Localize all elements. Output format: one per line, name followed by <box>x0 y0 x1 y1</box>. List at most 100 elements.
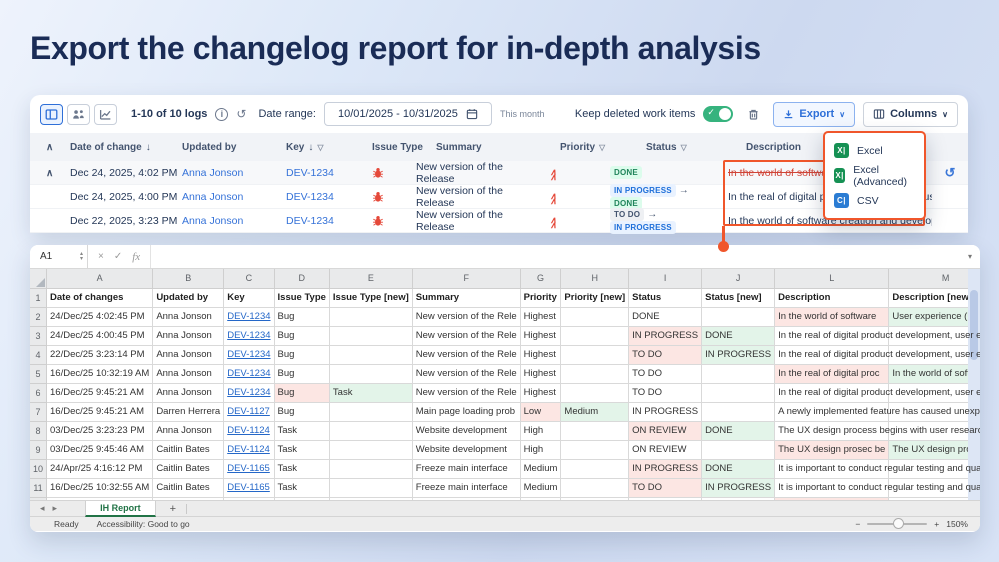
sheet-cell[interactable] <box>560 497 630 500</box>
row-header-1[interactable]: 1 <box>30 288 48 308</box>
updated-by-link[interactable]: Anna Jonson <box>182 190 244 203</box>
changelog-row[interactable]: ∧ Dec 24, 2025, 4:02 PM Anna Jonson DEV-123… <box>30 161 968 185</box>
sheet-cell[interactable]: Bug <box>274 383 330 403</box>
sheet-cell[interactable]: Description <box>774 288 890 308</box>
sheet-cell[interactable] <box>329 307 413 327</box>
sheet-cell[interactable]: High <box>520 421 562 441</box>
sheet-cell[interactable] <box>888 421 980 441</box>
filter-icon[interactable]: ▽ <box>599 142 606 152</box>
sheet-cell[interactable]: High <box>520 440 562 460</box>
sheet-cell[interactable]: DEV-1234 <box>223 364 275 384</box>
sheet-cell[interactable]: New version of the Rele <box>412 383 521 403</box>
sheet-cell[interactable]: 16/Dec/25 9:45:21 AM <box>46 383 154 403</box>
select-all-corner[interactable] <box>30 269 48 289</box>
sheet-cell[interactable] <box>888 478 980 498</box>
sort-icon[interactable]: ↓ <box>308 141 314 153</box>
sheet-cell[interactable]: Issue Type <box>274 288 330 308</box>
people-view-button[interactable] <box>67 103 90 125</box>
sheet-cell[interactable] <box>701 383 776 403</box>
column-header-H[interactable]: H <box>560 269 630 289</box>
sheet-cell[interactable]: Issue Type [new] <box>329 288 413 308</box>
sheet-cell[interactable]: Task <box>274 459 330 479</box>
row-header-11[interactable]: 11 <box>30 478 48 498</box>
chart-view-button[interactable] <box>94 103 117 125</box>
sheet-cell[interactable] <box>701 307 776 327</box>
sheet-cell[interactable] <box>560 307 630 327</box>
sheet-cell[interactable] <box>329 497 413 500</box>
row-header-9[interactable]: 9 <box>30 440 48 460</box>
sheet-cell[interactable]: Caitlin Bates <box>152 478 225 498</box>
sheet-cell[interactable]: Bug <box>274 364 330 384</box>
sheet-cell[interactable]: DONE <box>701 421 776 441</box>
sheet-cell[interactable]: DEV-1165 <box>223 459 275 479</box>
sheet-cell[interactable]: New version of the Rele <box>412 345 521 365</box>
sheet-cell[interactable]: ON REVIEW <box>628 421 703 441</box>
sheet-cell[interactable]: Highest <box>520 345 562 365</box>
changelog-row[interactable]: Dec 24, 2025, 4:00 PM Anna Jonson DEV-1234… <box>30 183 968 210</box>
sheet-cell[interactable] <box>888 345 980 365</box>
sheet-cell[interactable]: DEV-1127 <box>223 402 275 422</box>
sheet-cell[interactable]: In the real of digital proc <box>774 364 890 384</box>
sheet-cell[interactable]: The UX design process begins with user r… <box>774 421 980 441</box>
sheet-cell[interactable]: Website development <box>412 440 521 460</box>
sheet-cell[interactable]: It is important to conduct regular testi… <box>774 478 980 498</box>
sheet-cell[interactable]: Key <box>223 288 275 308</box>
sheet-cell[interactable]: 16/Dec/25 10:32:55 AM <box>46 478 154 498</box>
sheet-cell[interactable]: Bug <box>274 402 330 422</box>
sheet-cell[interactable]: Updated by <box>152 288 225 308</box>
sheet-cell[interactable]: 03/Dec/25 9:45:46 AM <box>46 440 154 460</box>
sheet-cell[interactable]: Anna Jonson <box>152 307 225 327</box>
sheet-cell[interactable]: Anna Jonson <box>152 345 225 365</box>
keep-deleted-toggle[interactable]: ✓ <box>703 106 734 122</box>
row-header-3[interactable]: 3 <box>30 326 48 346</box>
sheet-cell[interactable] <box>329 478 413 498</box>
sheet-cell[interactable] <box>888 459 980 479</box>
updated-by-link[interactable]: Anna Jonson <box>182 166 244 179</box>
sheet-cell[interactable]: 24/Dec/25 4:02:45 PM <box>46 307 154 327</box>
sheet-cell[interactable] <box>560 326 630 346</box>
sheet-cell[interactable]: Anna Jonson <box>152 364 225 384</box>
export-button[interactable]: Export ∨ <box>773 101 856 127</box>
column-header-D[interactable]: D <box>274 269 330 289</box>
row-header-2[interactable]: 2 <box>30 307 48 327</box>
sheet-cell[interactable] <box>701 402 776 422</box>
sheet-cell[interactable]: New version of the Rele <box>412 307 521 327</box>
row-header-8[interactable]: 8 <box>30 421 48 441</box>
sheet-cell[interactable]: Date of changes <box>46 288 154 308</box>
info-icon[interactable]: i <box>215 107 229 121</box>
sheet-cell[interactable]: DEV-1124 <box>223 421 275 441</box>
filter-icon[interactable]: ▽ <box>680 142 687 152</box>
work-item-key-link[interactable]: DEV-1234 <box>286 166 334 179</box>
sheet-cell[interactable]: IN PROGRESS <box>701 478 776 498</box>
sheet-cell[interactable]: User experience (UX) de <box>888 307 980 327</box>
sheet-cell[interactable]: In the real of digital product developme… <box>774 383 980 403</box>
sheet-cell[interactable]: The UX design prosec be <box>774 440 890 460</box>
table-view-button[interactable] <box>40 103 63 125</box>
sheet-cell[interactable]: DEV-1234 <box>223 383 275 403</box>
formula-bar-expand-icon[interactable]: ▾ <box>967 252 972 261</box>
sheet-cell[interactable]: New version of the Rele <box>412 326 521 346</box>
column-header-L[interactable]: L <box>774 269 890 289</box>
vertical-scrollbar[interactable] <box>968 269 980 500</box>
sheet-cell[interactable]: Medium <box>560 402 630 422</box>
date-range-input[interactable]: 10/01/2025 - 10/31/2025 <box>323 102 492 126</box>
row-header-7[interactable]: 7 <box>30 402 48 422</box>
sheet-cell[interactable]: Priority <box>520 288 562 308</box>
sheet-cell[interactable] <box>560 459 630 479</box>
sheet-cell[interactable] <box>560 421 630 441</box>
sheet-cell[interactable]: In the real of digital product developme… <box>774 326 980 346</box>
sheet-cell[interactable]: IN PROGRESS <box>628 326 703 346</box>
sheet-cell[interactable] <box>329 345 413 365</box>
add-sheet-button[interactable]: + <box>169 502 176 515</box>
sheet-cell[interactable]: DEV-1165 <box>223 478 275 498</box>
sheet-cell[interactable]: IN PROGRESS <box>628 402 703 422</box>
sheet-cell[interactable] <box>560 440 630 460</box>
row-header-10[interactable]: 10 <box>30 459 48 479</box>
column-header-A[interactable]: A <box>46 269 154 289</box>
sheet-cell[interactable]: Freeze main interface <box>412 459 521 479</box>
column-header-C[interactable]: C <box>223 269 275 289</box>
tab-scroll-right-icon[interactable]: ▸ <box>52 503 58 513</box>
sheet-cell[interactable] <box>888 326 980 346</box>
sheet-cell[interactable]: DEV-1124 <box>223 440 275 460</box>
sheet-cell[interactable] <box>560 345 630 365</box>
